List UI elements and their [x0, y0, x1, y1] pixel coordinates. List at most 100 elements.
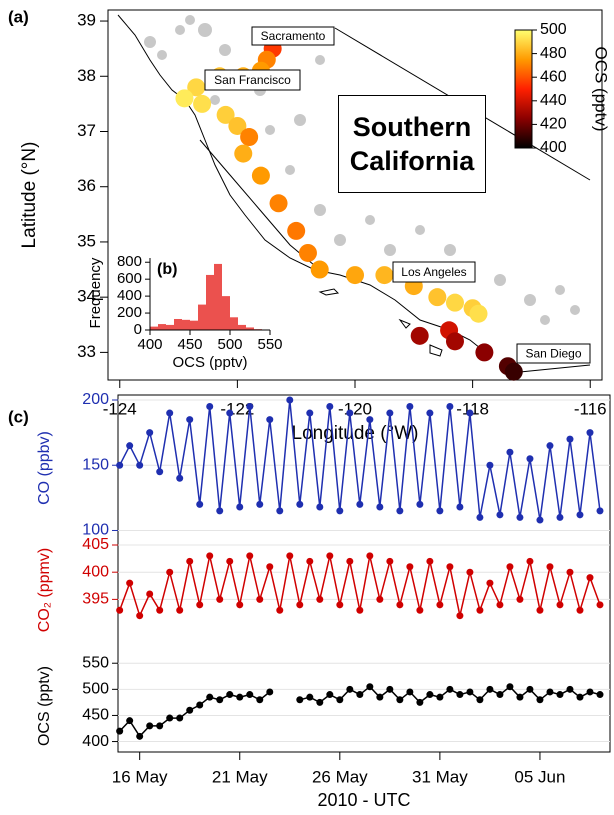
series-point [476, 606, 484, 614]
series-point [376, 503, 384, 511]
annotation: Los Angeles [401, 265, 466, 279]
hist-bar [214, 263, 222, 330]
series-point [136, 732, 144, 740]
series-point [396, 601, 404, 609]
annotation-box [251, 26, 335, 46]
track-point [346, 266, 364, 285]
series-point [316, 595, 324, 603]
series-point [386, 685, 394, 693]
series-point [166, 409, 174, 417]
track-point [216, 105, 235, 124]
series-point [556, 513, 564, 521]
series-point [436, 507, 444, 515]
y-axis-label: OCS (pptv) [36, 666, 53, 746]
series-point [596, 601, 604, 609]
series-point [176, 714, 184, 722]
series-point [406, 563, 414, 571]
series-point [296, 500, 304, 508]
series-point [536, 516, 544, 524]
series-point [486, 461, 494, 469]
series-point [416, 500, 424, 508]
colorbar-tick-label: 400 [540, 139, 567, 156]
series-point [246, 552, 254, 560]
hist-bar [198, 304, 206, 330]
series-point [226, 691, 234, 699]
y-tick-label: 405 [82, 536, 109, 553]
series-point [396, 696, 404, 704]
track-point [240, 128, 259, 147]
series-point [326, 552, 334, 560]
series-point [336, 696, 344, 704]
series-point [356, 606, 364, 614]
series-point [456, 612, 464, 620]
series-point [426, 409, 434, 417]
hist-bar [174, 318, 182, 330]
series-point [386, 409, 394, 417]
series-point [306, 557, 314, 565]
x-tick-label: 550 [257, 336, 282, 353]
annotation-box: Southern California [338, 95, 486, 193]
series-point [516, 693, 524, 701]
y-tick-label: 200 [82, 391, 109, 408]
y-axis-label: CO₂ (ppmv) [36, 548, 53, 632]
series-point [506, 448, 514, 456]
series-point [136, 612, 144, 620]
series-point [526, 685, 534, 693]
hist-bar [238, 324, 246, 330]
series-point [206, 552, 214, 560]
series-point [436, 601, 444, 609]
x-tick-label: 450 [177, 336, 202, 353]
panel-label: (b) [157, 261, 177, 278]
x-tick-label: 500 [217, 336, 242, 353]
y-tick-label: 400 [82, 563, 109, 580]
series-point [586, 429, 594, 437]
series-point [136, 461, 144, 469]
series-point [276, 606, 284, 614]
series-point [546, 563, 554, 571]
plot-frame [117, 394, 611, 753]
track-point [187, 78, 206, 97]
series-point [216, 507, 224, 515]
series-point [206, 403, 214, 411]
hist-bar [222, 296, 230, 330]
series-point [486, 685, 494, 693]
series-point [436, 693, 444, 701]
series-point [386, 557, 394, 565]
series-point [186, 706, 194, 714]
x-axis-label: 2010 - UTC [317, 790, 410, 810]
series-point [126, 717, 134, 725]
y-tick-label: 36 [77, 176, 96, 195]
colorbar-tick-label: 440 [540, 92, 567, 109]
series-point [126, 442, 134, 450]
series-point [146, 590, 154, 598]
series-point [416, 606, 424, 614]
annotation: Sacramento [261, 29, 326, 43]
y-axis-label: Latitude (°N) [19, 142, 40, 249]
panel-label: (a) [8, 7, 29, 26]
series-point [526, 455, 534, 463]
annotation: San Diego [525, 347, 581, 361]
track-point [445, 332, 464, 351]
series-point [266, 416, 274, 424]
series-point [446, 685, 454, 693]
series-point [366, 683, 374, 691]
track-point [375, 266, 394, 285]
series-point [536, 696, 544, 704]
series-point [466, 688, 474, 696]
x-tick-label: 31 May [412, 767, 468, 786]
y-tick-label: 38 [77, 66, 96, 85]
series-point [236, 601, 244, 609]
track-point [445, 293, 464, 312]
track-point [310, 260, 329, 279]
series-point [286, 396, 294, 404]
series-point [376, 693, 384, 701]
series-point [256, 500, 264, 508]
hist-bar [206, 274, 214, 330]
x-tick-label: -116 [574, 399, 607, 418]
series-point [116, 727, 124, 735]
series-point [216, 595, 224, 603]
series-point [296, 696, 304, 704]
series-point [496, 691, 504, 699]
y-tick-label: 200 [117, 304, 142, 321]
series-point [276, 507, 284, 515]
